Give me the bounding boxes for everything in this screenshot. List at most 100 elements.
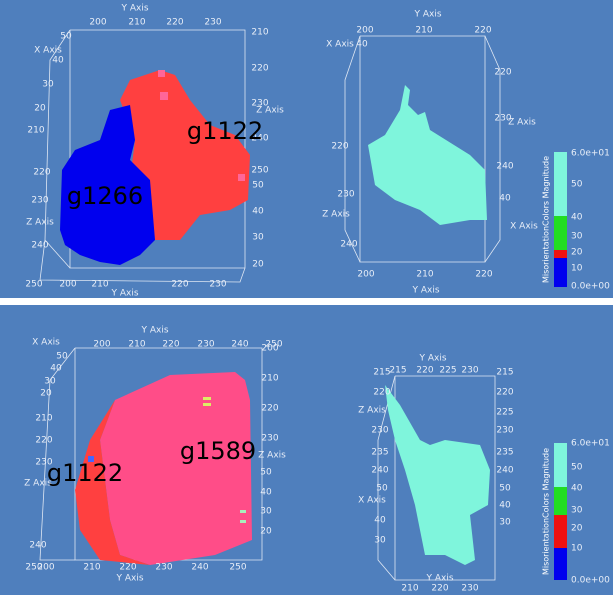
axis-label: 20	[571, 524, 583, 534]
axis-label: X Axis	[326, 40, 354, 50]
axis-label: 240	[496, 466, 513, 476]
grain-region	[60, 105, 155, 265]
axis-label: 200	[89, 18, 106, 28]
axis-label: 30	[499, 518, 511, 528]
axis-label: 230	[496, 426, 513, 436]
axis-label: 210	[251, 28, 268, 38]
axis-label: 200	[59, 280, 76, 290]
axis-label: Y Axis	[120, 4, 148, 14]
axis-label: 240	[191, 563, 208, 573]
axis-label: 200	[356, 26, 373, 36]
axis-label: X Axis	[32, 338, 60, 348]
axis-label: 40	[571, 484, 583, 494]
axis-label: 50	[571, 463, 583, 473]
colorbar-band	[554, 250, 567, 258]
axis-label: 220	[171, 280, 188, 290]
axis-label: 200	[37, 563, 54, 573]
axis-label: 10	[571, 544, 583, 554]
axis-label: 200	[357, 270, 374, 280]
axis-label: Y Axis	[115, 574, 143, 584]
axis-label: 40	[252, 207, 264, 217]
grain-spot	[158, 70, 165, 77]
axis-label: 230	[197, 340, 214, 350]
grain-label: g1122	[47, 459, 123, 487]
axis-label: 250	[251, 166, 268, 176]
axis-label: 40	[52, 56, 64, 66]
axis-label: 20	[252, 260, 264, 270]
axis-label: 230	[31, 196, 48, 206]
axis-label: 40	[260, 488, 272, 498]
axis-label: 50	[260, 468, 272, 478]
axis-label: 210	[83, 563, 100, 573]
axis-label: 230	[461, 584, 478, 594]
grain-region	[100, 372, 252, 565]
axis-label: 220	[494, 68, 511, 78]
axis-label: 240	[231, 340, 248, 350]
axis-label: 50	[56, 352, 68, 362]
axis-label: 30	[571, 232, 583, 242]
wireframe	[39, 347, 263, 561]
axis-label: 240	[29, 541, 46, 551]
axis-label: 230	[494, 114, 511, 124]
grain-spot	[240, 510, 246, 513]
axis-label: Z Axis	[358, 406, 386, 416]
axis-label: 210	[128, 18, 145, 28]
axis-label: 250	[229, 563, 246, 573]
axis-label: 240	[251, 134, 268, 144]
axis-label: 230	[35, 458, 52, 468]
axis-label: 30	[571, 506, 583, 516]
axis-label: 210	[91, 280, 108, 290]
axis-label: 0.0e+00	[571, 282, 610, 292]
axis-label: 200	[261, 344, 278, 354]
colorbar-band	[554, 258, 567, 287]
axis-label: X Axis	[358, 496, 386, 506]
axis-label: Z Axis	[26, 218, 54, 228]
wireframe	[344, 35, 501, 263]
axis-label: Y Axis	[418, 354, 446, 364]
axis-label: Z Axis	[24, 479, 52, 489]
axis-label: 240	[496, 162, 513, 172]
axis-label: 210	[415, 26, 432, 36]
axis-label: 220	[251, 64, 268, 74]
axis-label: 20	[40, 389, 52, 399]
axis-label: 210	[401, 584, 418, 594]
axis-label: 210	[416, 270, 433, 280]
axis-label: 200	[93, 340, 110, 350]
axis-label: 230	[204, 18, 221, 28]
axis-label: 230	[251, 99, 268, 109]
colorbar-band	[554, 515, 567, 548]
axis-label: 50	[60, 32, 72, 42]
axis-label: Y Axis	[110, 289, 138, 299]
axis-label: 30	[42, 80, 54, 90]
axis-label: 220	[373, 388, 390, 398]
axis-label: 240	[340, 240, 357, 250]
axis-label: 220	[119, 563, 136, 573]
colorbar-band	[554, 548, 567, 580]
axis-label: 210	[35, 414, 52, 424]
grain-region	[75, 400, 150, 565]
grain-region	[120, 70, 250, 240]
axis-label: 220	[162, 340, 179, 350]
axis-label: 240	[371, 466, 388, 476]
axis-label: 230	[371, 426, 388, 436]
axis-label: 220	[166, 18, 183, 28]
axis-label: 40	[374, 516, 386, 526]
axis-label: X Axis	[510, 222, 538, 232]
axis-label: 220	[475, 270, 492, 280]
axis-label: 230	[209, 280, 226, 290]
grain-region	[385, 385, 490, 565]
axis-label: 220	[331, 142, 348, 152]
axis-label: 215	[496, 368, 513, 378]
axis-label: 235	[371, 448, 388, 458]
grain-spot	[238, 174, 245, 181]
axis-label: 20	[260, 527, 272, 537]
axis-label: 40	[499, 194, 511, 204]
axis-label: 220	[496, 388, 513, 398]
axis-label: 210	[128, 340, 145, 350]
colorbar-band	[554, 216, 567, 250]
axis-label: 6.0e+01	[571, 149, 610, 159]
grain-label: g1589	[180, 437, 256, 465]
axis-label: 215	[373, 368, 390, 378]
axis-label: 20	[34, 104, 46, 114]
